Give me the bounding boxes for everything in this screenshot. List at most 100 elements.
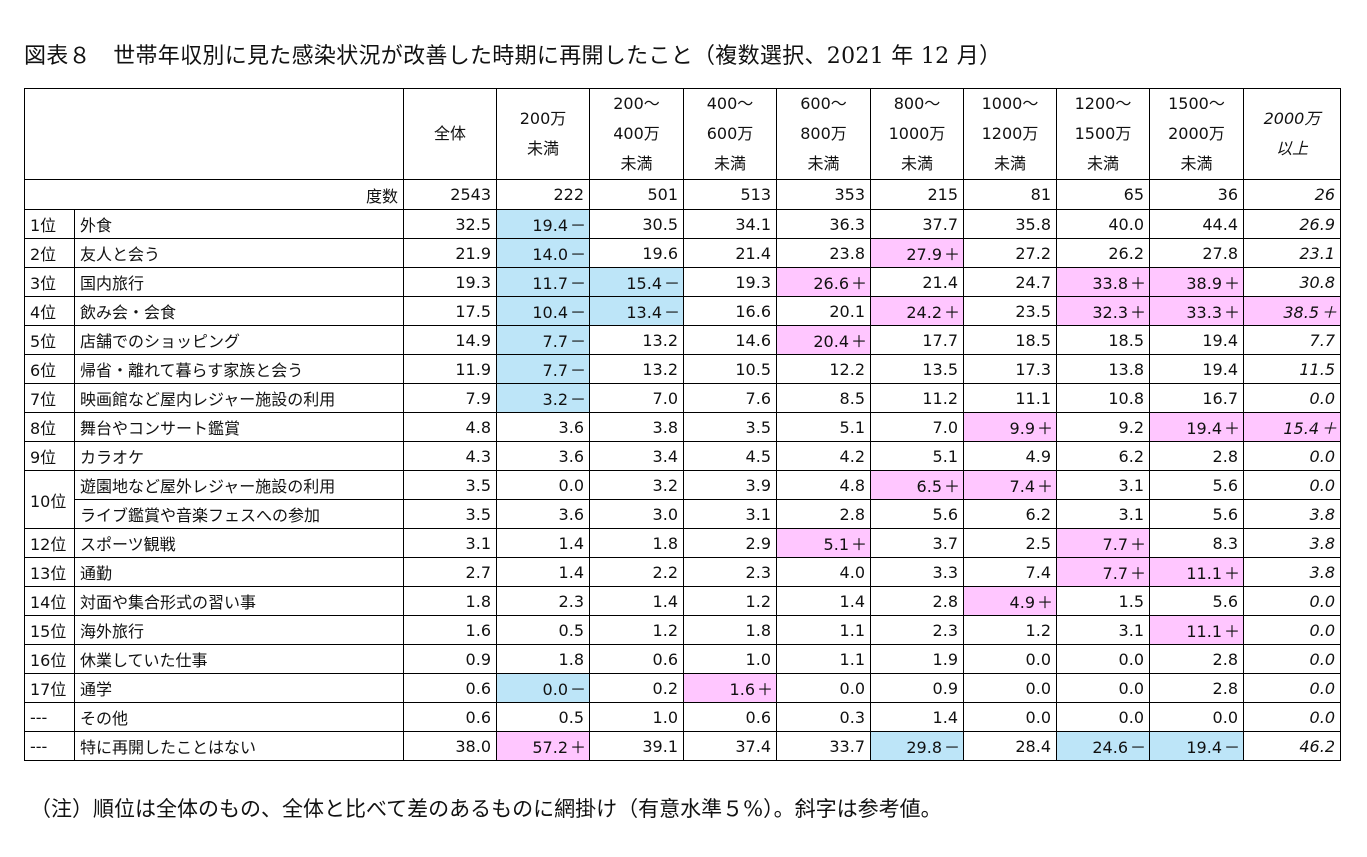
value-cell: 18.5 — [963, 325, 1057, 355]
value-text: 0.0 — [1309, 388, 1335, 408]
value-cell: 24.2 ＋ — [870, 296, 964, 326]
item-cell: その他 — [74, 702, 404, 732]
significance-mark: ＋ — [1130, 564, 1147, 583]
value-text: 2.3 — [558, 591, 584, 611]
value-text: 21.9 — [455, 243, 491, 263]
value-cell: 37.7 — [870, 209, 964, 239]
significance-mark: ＋ — [944, 303, 961, 322]
value-cell: 1.4 — [496, 557, 590, 587]
value-cell: 7.4 ＋ — [963, 470, 1057, 500]
value-cell: 32.3 ＋ — [1056, 296, 1150, 326]
value-cell: 6.5 ＋ — [870, 470, 964, 500]
column-header-line: 未満 — [807, 154, 840, 173]
column-header: 600～ 800万 未満 — [776, 88, 871, 180]
column-header: 200万 未満 — [496, 88, 590, 180]
value-text: 3.8 — [1309, 562, 1335, 582]
value-cell: 19.6 — [589, 238, 684, 268]
value-cell: 3.6 — [496, 499, 590, 529]
value-cell: 1.6 — [403, 615, 497, 645]
value-cell: 1.9 — [870, 644, 964, 674]
count-cell: 353 — [776, 179, 871, 210]
value-cell: 13.8 — [1056, 354, 1150, 384]
value-cell: 6.2 — [963, 499, 1057, 529]
value-cell: 0.0 — [1056, 673, 1150, 703]
value-text: 4.9 — [1025, 446, 1051, 466]
table-row: 15位 海外旅行 1.6 0.5 1.2 1.8 1.1 2.3 1.2 3.1 11.1 ＋ 0.0 — [24, 615, 1341, 645]
table-row: 12位 スポーツ観戦 3.1 1.4 1.8 2.9 5.1 ＋ 3.7 2.5 7.7 ＋ 8.3 3.… — [24, 528, 1341, 558]
value-text: 0.0 — [1025, 649, 1051, 669]
value-cell: 1.1 — [776, 644, 871, 674]
value-cell: 29.8 － — [870, 731, 964, 761]
table-row: 9位 カラオケ 4.3 3.6 3.4 4.5 4.2 5.1 4.9 6.2 2.8 0.0 — [24, 441, 1341, 471]
value-text: 10.8 — [1108, 388, 1144, 408]
value-cell: 21.4 — [870, 267, 964, 297]
value-cell: 3.8 — [1243, 557, 1341, 587]
value-cell: 3.6 — [496, 412, 590, 442]
significance-mark: ＋ — [1130, 303, 1147, 322]
value-text: 0.6 — [465, 707, 491, 727]
value-text: 2.8 — [932, 591, 958, 611]
value-text: 27.8 — [1202, 243, 1238, 263]
value-cell: 46.2 — [1243, 731, 1341, 761]
value-cell: 19.3 — [683, 267, 777, 297]
value-cell: 0.0 — [1056, 644, 1150, 674]
value-cell: 2.3 — [870, 615, 964, 645]
value-text: 6.2 — [1025, 504, 1051, 524]
value-cell: 2.2 — [589, 557, 684, 587]
value-cell: 1.4 — [496, 528, 590, 558]
table-row: 8位 舞台やコンサート鑑賞 4.8 3.6 3.8 3.5 5.1 7.0 9.9 ＋ 9.2 19.… — [24, 412, 1341, 442]
value-text: 19.3 — [735, 272, 771, 292]
value-text: 5.6 — [1212, 591, 1238, 611]
table-row: --- その他 0.6 0.5 1.0 0.6 0.3 1.4 0.0 0.0 0.0 0.0 — [24, 702, 1341, 732]
value-cell: 7.9 — [403, 383, 497, 413]
column-header: 1500～ 2000万 未満 — [1149, 88, 1244, 180]
value-text: 1.4 — [558, 533, 584, 553]
value-text: 10.5 — [735, 359, 771, 379]
value-text: 0.5 — [558, 707, 584, 727]
value-cell: 8.5 — [776, 383, 871, 413]
value-cell: 19.4 ＋ — [1149, 412, 1244, 442]
table-row: 2位 友人と会う 21.9 14.0 － 19.6 21.4 23.8 27.9 ＋ 27.2 26.… — [24, 238, 1341, 268]
value-text: 11.2 — [922, 388, 958, 408]
column-header: 1200～ 1500万 未満 — [1056, 88, 1150, 180]
column-header-line: 未満 — [620, 154, 653, 173]
rank-cell: 5位 — [24, 325, 75, 355]
value-text: 3.2 — [542, 390, 568, 409]
value-text: 0.3 — [839, 707, 865, 727]
item-cell: 通学 — [74, 673, 404, 703]
significance-mark: － — [570, 303, 587, 322]
value-text: 2.8 — [1212, 446, 1238, 466]
value-cell: 0.6 — [589, 644, 684, 674]
value-text: 29.8 — [906, 738, 942, 757]
rank-cell: 7位 — [24, 383, 75, 413]
item-cell: 舞台やコンサート鑑賞 — [74, 412, 404, 442]
value-cell: 9.2 — [1056, 412, 1150, 442]
value-cell: 1.0 — [589, 702, 684, 732]
value-cell: 28.4 — [963, 731, 1057, 761]
column-header: 1000～ 1200万 未満 — [963, 88, 1057, 180]
value-cell: 26.6 ＋ — [776, 267, 871, 297]
value-cell: 15.4 － — [589, 267, 684, 297]
value-cell: 0.0 — [1243, 702, 1341, 732]
value-cell: 11.7 － — [496, 267, 590, 297]
value-text: 33.3 — [1186, 303, 1222, 322]
value-cell: 0.0 — [1243, 673, 1341, 703]
value-text: 35.8 — [1015, 214, 1051, 234]
rank-cell: 2位 — [24, 238, 75, 268]
value-text: 4.5 — [745, 446, 771, 466]
count-cell: 26 — [1243, 179, 1341, 210]
header-blank — [24, 88, 404, 180]
significance-mark: － — [570, 361, 587, 380]
column-header-line: 1200万 — [981, 124, 1039, 143]
value-text: 5.6 — [1212, 504, 1238, 524]
value-text: 7.7 — [542, 332, 568, 351]
value-cell: 21.4 — [683, 238, 777, 268]
value-cell: 5.6 — [870, 499, 964, 529]
value-cell: 0.0 — [776, 673, 871, 703]
value-cell: 0.2 — [589, 673, 684, 703]
value-text: 9.2 — [1118, 417, 1144, 437]
value-text: 11.5 — [1299, 359, 1335, 379]
item-cell: 飲み会・会食 — [74, 296, 404, 326]
value-cell: 20.1 — [776, 296, 871, 326]
value-text: 5.1 — [823, 535, 849, 554]
